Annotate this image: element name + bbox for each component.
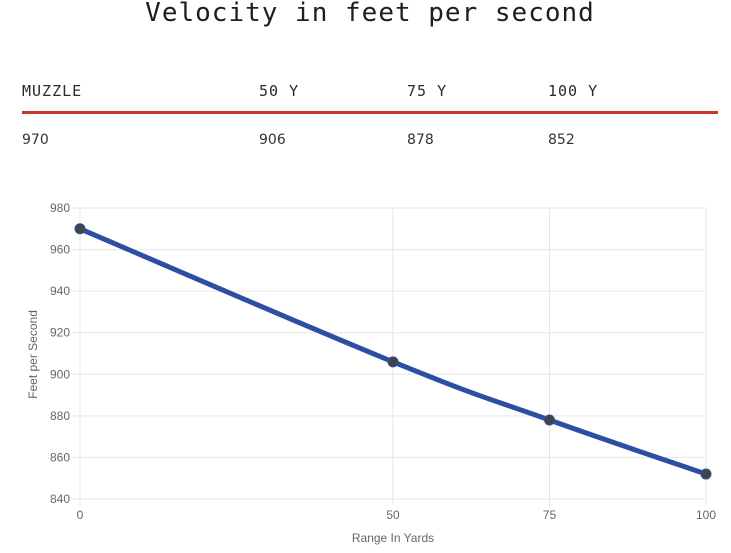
header-muzzle: MUZZLE — [22, 82, 83, 100]
value-75y: 878 — [407, 132, 434, 148]
velocity-table-values: 970 906 878 852 — [22, 128, 718, 152]
value-100y: 852 — [548, 132, 575, 148]
header-100y: 100 Y — [548, 82, 599, 100]
y-axis-ticks: 840 860 880 900 920 940 960 980 — [50, 201, 70, 506]
chart-grid — [72, 207, 707, 505]
y-tick-label: 860 — [50, 450, 70, 464]
value-50y: 906 — [259, 132, 286, 148]
data-point — [544, 414, 555, 426]
y-tick-label: 960 — [50, 243, 70, 257]
data-point — [74, 223, 86, 235]
y-tick-label: 900 — [50, 367, 70, 381]
x-axis-label: Range In Yards — [352, 531, 434, 545]
table-divider — [22, 111, 718, 114]
x-axis-ticks: 0 50 75 100 — [77, 508, 717, 522]
x-tick-label: 75 — [543, 508, 557, 522]
data-point — [387, 356, 399, 368]
x-tick-label: 50 — [386, 508, 400, 522]
y-tick-label: 920 — [50, 326, 70, 340]
series-points — [74, 223, 712, 480]
y-tick-label: 880 — [50, 409, 70, 423]
header-50y: 50 Y — [259, 82, 300, 100]
page-title: Velocity in feet per second — [145, 0, 595, 28]
x-tick-label: 0 — [77, 508, 84, 522]
y-axis-label: Feet per Second — [26, 310, 40, 399]
y-tick-label: 940 — [50, 284, 70, 298]
y-tick-label: 840 — [50, 492, 70, 506]
series-line-velocity — [77, 226, 709, 477]
y-tick-label: 980 — [50, 201, 70, 215]
x-tick-label: 100 — [696, 508, 716, 522]
value-muzzle: 970 — [22, 132, 49, 148]
data-point — [700, 468, 712, 480]
header-75y: 75 Y — [407, 82, 448, 100]
